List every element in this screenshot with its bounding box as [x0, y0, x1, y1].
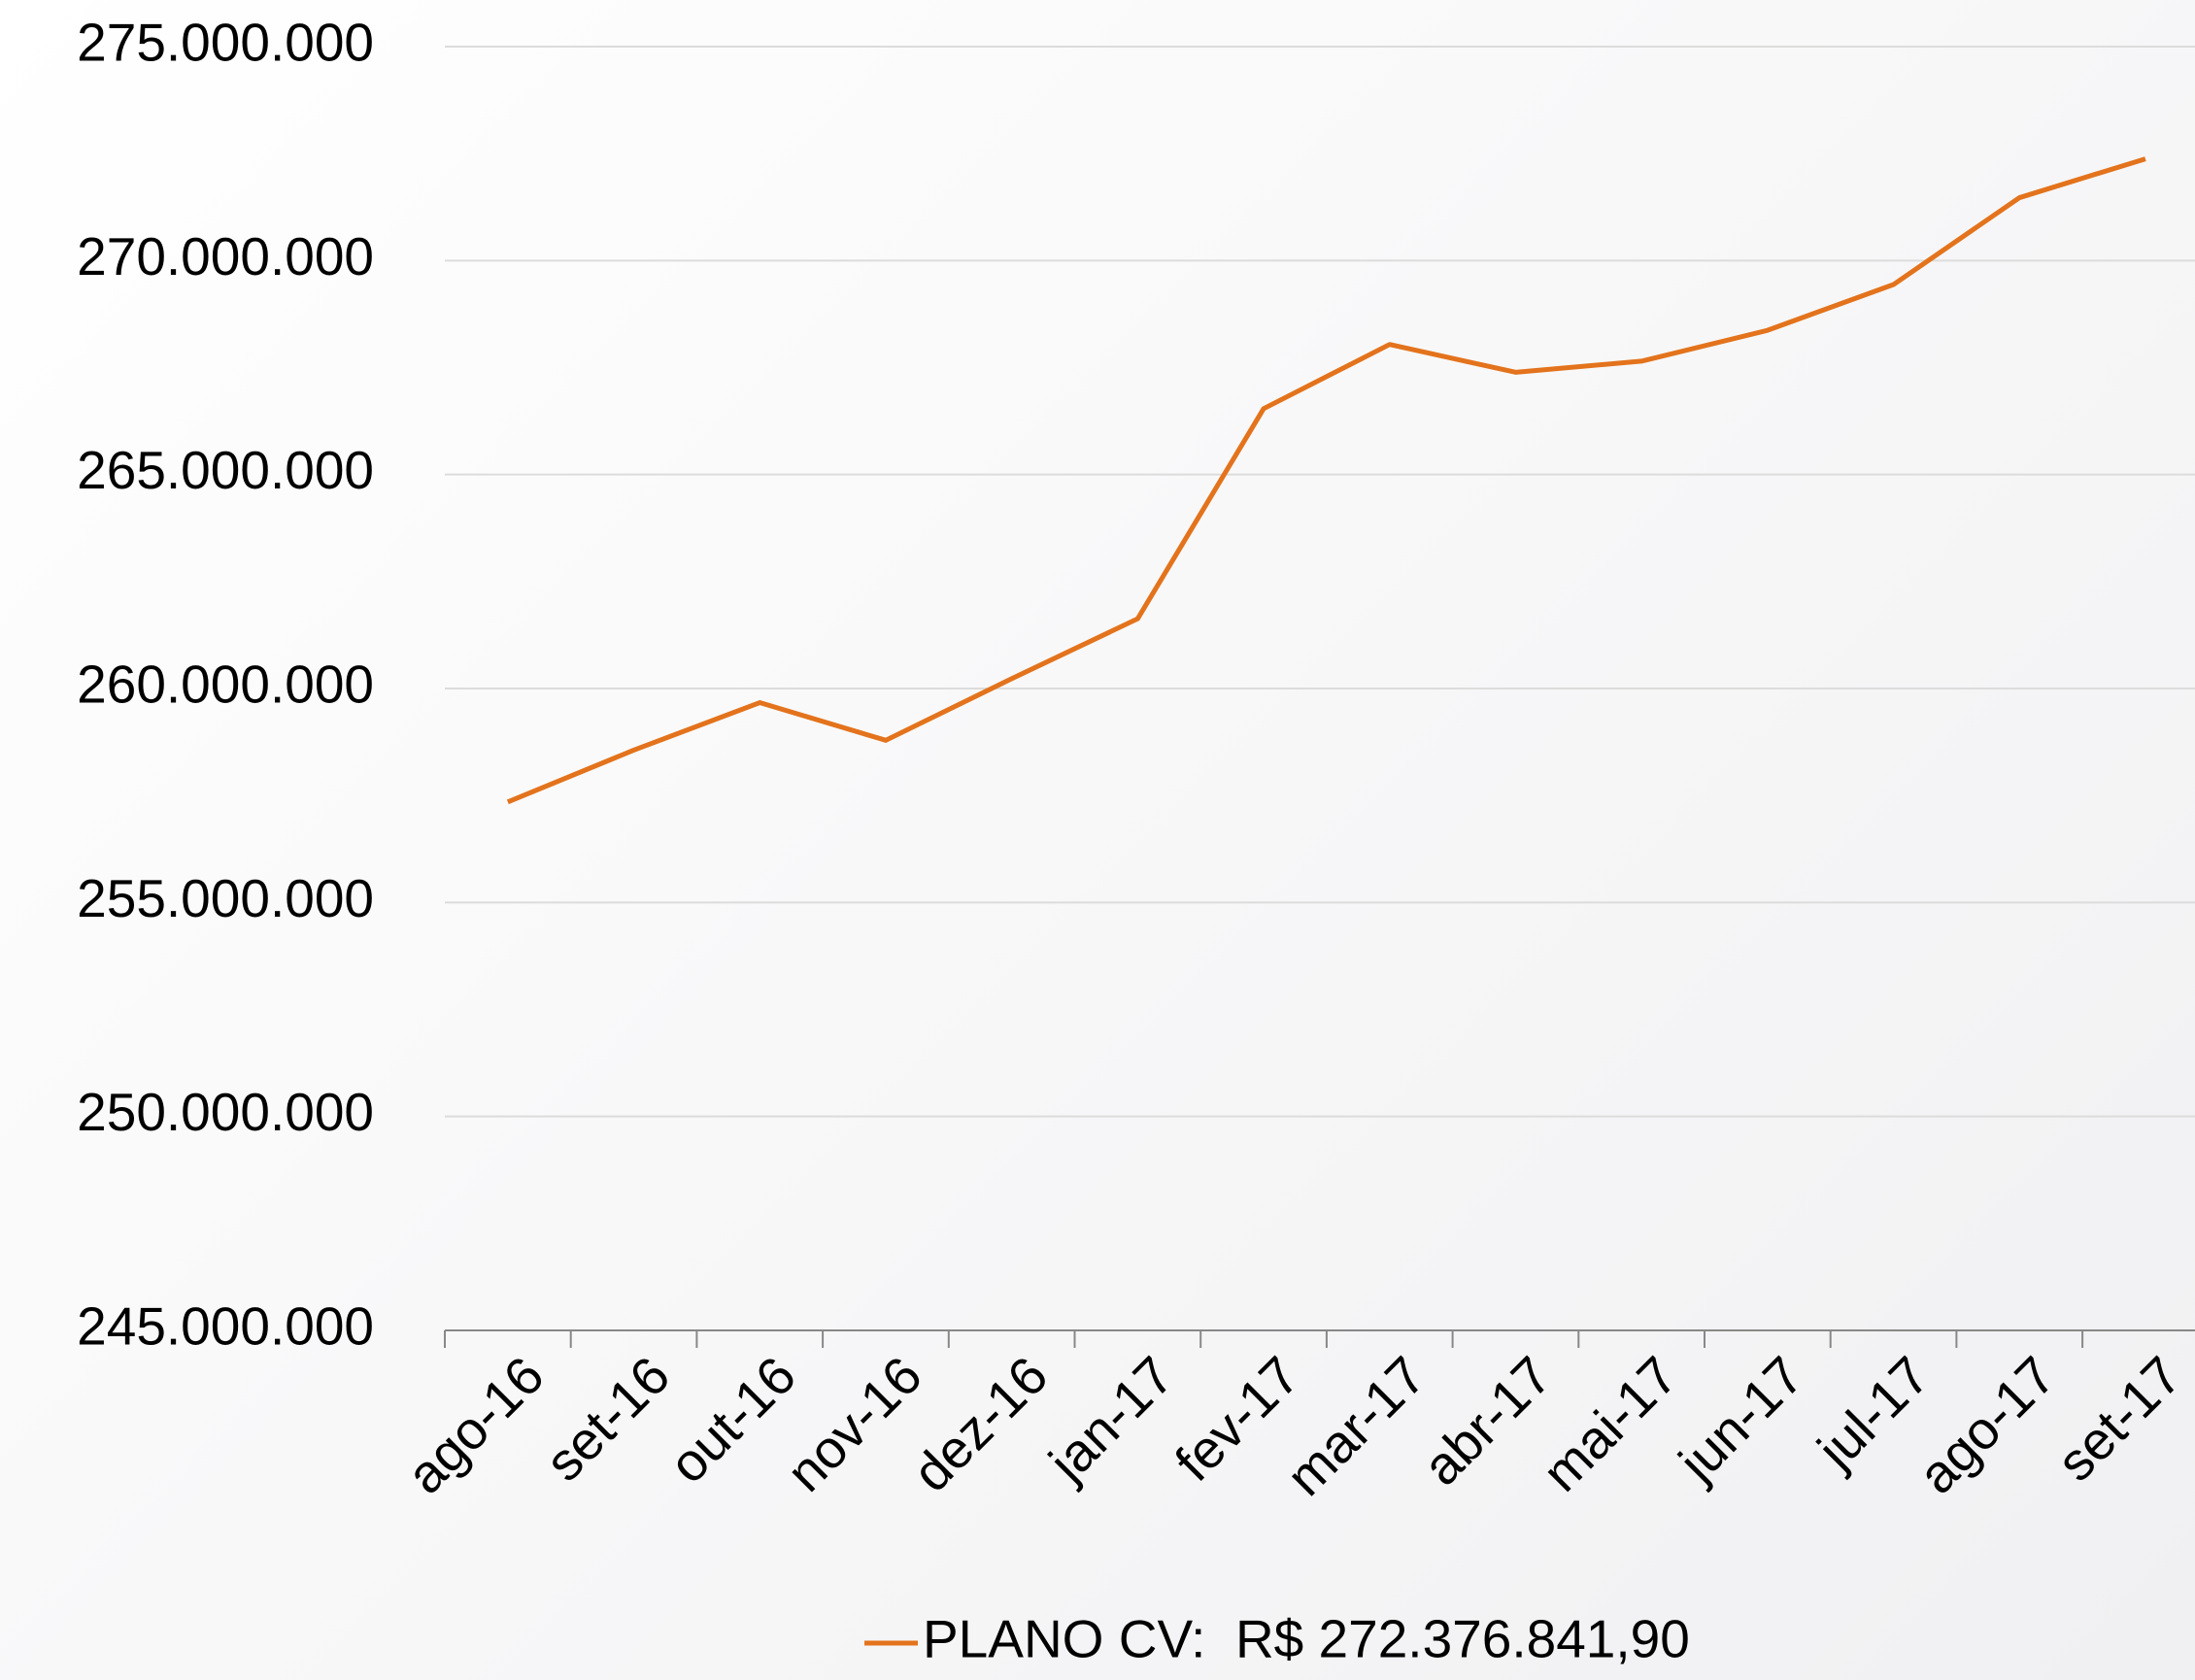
y-tick-label: 275.000.000 — [77, 13, 374, 73]
x-tick-label: mai-17 — [1531, 1345, 1689, 1503]
y-tick-label: 265.000.000 — [77, 440, 374, 500]
x-tick-label: out-16 — [658, 1345, 807, 1495]
x-tick-label: nov-16 — [775, 1345, 933, 1503]
y-tick-label: 245.000.000 — [77, 1296, 374, 1357]
x-tick-label: jun-17 — [1666, 1345, 1814, 1494]
line — [506, 156, 2146, 805]
x-tick-label: jan-17 — [1036, 1345, 1185, 1494]
x-tick-label: mar-17 — [1274, 1345, 1436, 1507]
y-tick-label: 255.000.000 — [77, 868, 374, 928]
x-tick-label: set-16 — [533, 1345, 681, 1493]
x-tick-label: ago-16 — [395, 1345, 556, 1505]
x-tick-label: abr-17 — [1411, 1345, 1563, 1496]
y-tick-label: 270.000.000 — [77, 226, 374, 286]
x-tick-label: set-17 — [2045, 1345, 2193, 1493]
y-tick-label: 250.000.000 — [77, 1082, 374, 1142]
x-tick-label: dez-16 — [901, 1345, 1060, 1503]
legend-label: PLANO CV: R$ 272.376.841,90 — [923, 1609, 1690, 1669]
y-tick-label: 260.000.000 — [77, 655, 374, 715]
x-tick-label: ago-17 — [1907, 1345, 2067, 1505]
